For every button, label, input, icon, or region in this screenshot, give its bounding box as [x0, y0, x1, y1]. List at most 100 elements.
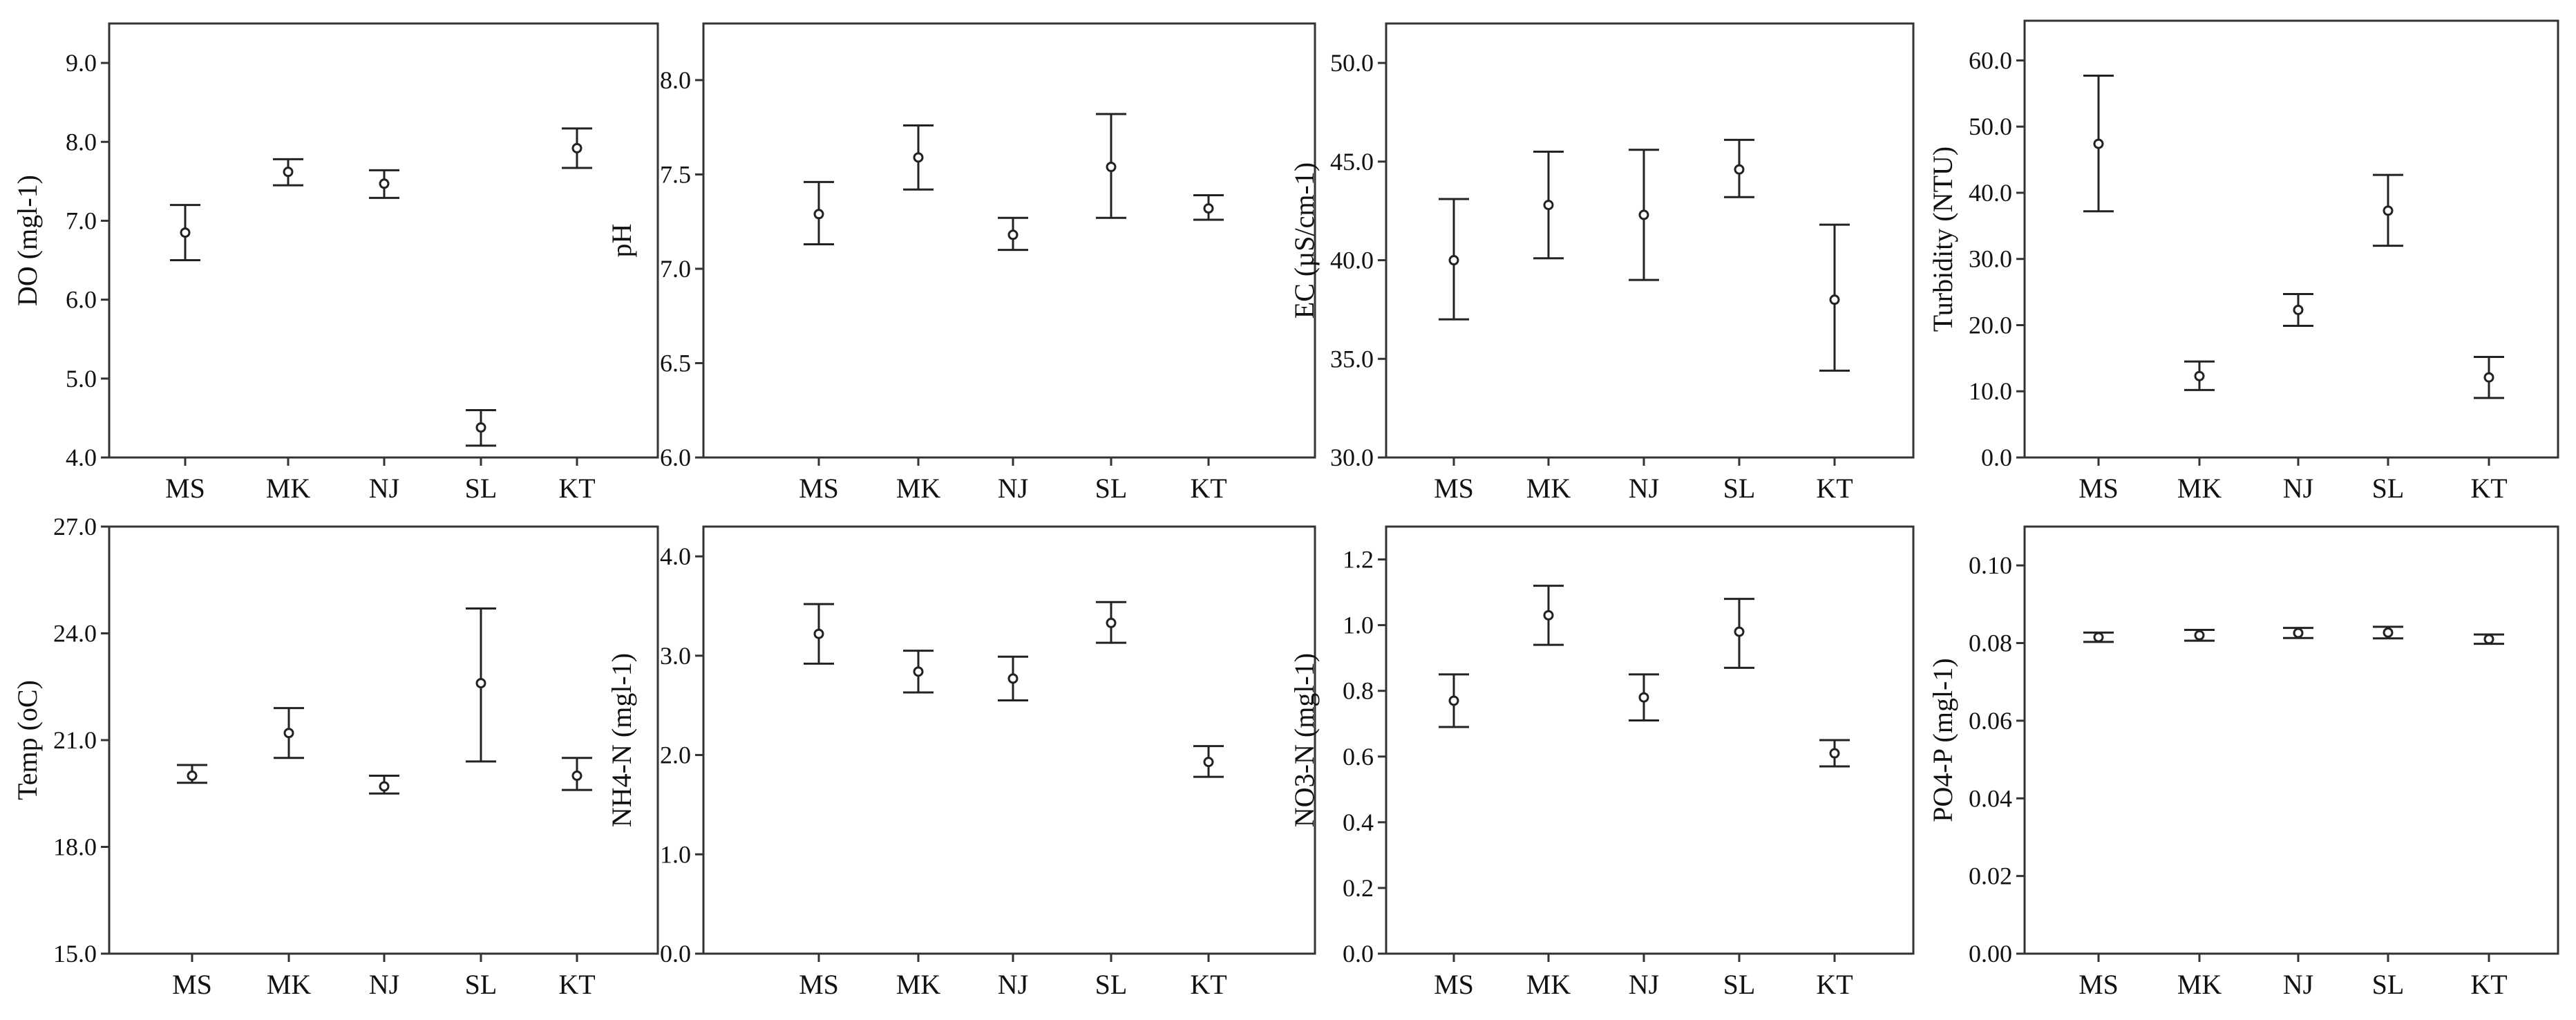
- mean-point: [2093, 138, 2104, 149]
- mean-point: [1638, 692, 1649, 703]
- y-tick-label: 60.0: [1969, 46, 2012, 74]
- chart-panel: 0.0 10.0 20.0 30.0 40.0 50.0 60.0 Turbidity (NT…: [1927, 19, 2559, 504]
- mean-point: [2194, 370, 2205, 381]
- x-tick-label: MS: [165, 473, 205, 504]
- x-tick-label: SL: [2372, 473, 2405, 504]
- mean-point: [283, 167, 294, 178]
- chart-panel: 6.0 6.5 7.0 7.5 8.0 pH MS MK NJ SL KT: [606, 22, 1316, 504]
- x-tick-label: NJ: [998, 473, 1028, 504]
- x-tick-label: NJ: [369, 969, 399, 1000]
- x-tick-label: KT: [1190, 969, 1227, 1000]
- y-tick-label: 4.0: [660, 542, 691, 570]
- y-tick-label: 6.0: [660, 444, 691, 471]
- x-tick-label: SL: [465, 473, 498, 504]
- mean-point: [1007, 673, 1019, 684]
- y-tick-label: 9.0: [66, 49, 97, 77]
- y-tick-label: 0.04: [1969, 784, 2012, 812]
- y-axis-label: NH4-N (mgl-1): [606, 653, 637, 827]
- x-tick-label: MK: [2177, 969, 2222, 1000]
- y-tick-label: 30.0: [1969, 245, 2012, 273]
- plot-frame: [108, 22, 659, 459]
- x-tick-label: NJ: [2283, 473, 2313, 504]
- y-tick-label: 35.0: [1330, 345, 1374, 372]
- y-tick-label: 40.0: [1330, 247, 1374, 274]
- x-tick-label: SL: [1723, 969, 1756, 1000]
- x-tick-label: KT: [558, 473, 595, 504]
- chart-panel: 15.0 18.0 21.0 24.0 27.0 Temp (oC) MS MK NJ SL KT: [12, 513, 659, 1000]
- y-tick-label: 3.0: [660, 642, 691, 670]
- mean-point: [813, 209, 824, 220]
- y-axis-label: PO4-P (mgl-1): [1927, 658, 1958, 822]
- y-axis-label: DO (mgl-1): [12, 175, 43, 306]
- mean-point: [1448, 695, 1459, 706]
- y-tick-label: 0.10: [1969, 551, 2012, 579]
- x-tick-label: KT: [1816, 473, 1853, 504]
- x-tick-label: SL: [465, 969, 498, 1000]
- mean-point: [2383, 627, 2394, 638]
- y-tick-label: 6.0: [66, 286, 97, 314]
- y-tick-label: 21.0: [53, 726, 97, 754]
- mean-point: [2293, 627, 2304, 639]
- mean-point: [1543, 610, 1554, 621]
- mean-point: [1007, 229, 1019, 240]
- x-tick-label: SL: [1723, 473, 1756, 504]
- y-tick-label: 0.2: [1343, 874, 1374, 902]
- x-tick-label: MS: [1434, 473, 1474, 504]
- mean-point: [913, 152, 924, 163]
- x-tick-label: MS: [799, 473, 839, 504]
- y-tick-label: 10.0: [1969, 377, 2012, 405]
- x-tick-label: MS: [172, 969, 212, 1000]
- y-tick-label: 7.0: [660, 255, 691, 283]
- y-tick-label: 7.0: [66, 207, 97, 234]
- y-tick-label: 8.0: [66, 128, 97, 155]
- y-axis-label: Temp (oC): [12, 680, 43, 800]
- x-tick-label: KT: [2470, 473, 2507, 504]
- y-tick-label: 18.0: [53, 833, 97, 861]
- mean-point: [2293, 304, 2304, 315]
- mean-point: [283, 728, 294, 739]
- y-tick-label: 1.0: [1343, 612, 1374, 639]
- mean-point: [1543, 200, 1554, 211]
- y-tick-label: 7.5: [660, 160, 691, 188]
- mean-point: [2483, 634, 2494, 645]
- y-axis-label: NO3-N (mgl-1): [1289, 653, 1320, 827]
- mean-point: [1734, 626, 1745, 637]
- y-tick-label: 0.02: [1969, 862, 2012, 890]
- chart-panel: 0.0 0.2 0.4 0.6 0.8 1.0 1.2 NO3-N (mgl-1) MS MK NJ…: [1289, 525, 1915, 1000]
- y-tick-label: 30.0: [1330, 444, 1374, 471]
- x-tick-label: NJ: [369, 473, 399, 504]
- mean-point: [2194, 630, 2205, 641]
- y-tick-label: 0.06: [1969, 707, 2012, 735]
- x-tick-label: KT: [1816, 969, 1853, 1000]
- x-tick-label: KT: [558, 969, 595, 1000]
- y-tick-label: 2.0: [660, 742, 691, 769]
- y-tick-label: 40.0: [1969, 179, 2012, 207]
- y-tick-label: 0.0: [1343, 940, 1374, 967]
- x-tick-label: KT: [1190, 473, 1227, 504]
- mean-point: [1829, 294, 1840, 305]
- mean-point: [379, 178, 390, 189]
- x-tick-label: MK: [896, 969, 941, 1000]
- mean-point: [1829, 748, 1840, 759]
- y-axis-label: pH: [606, 224, 637, 258]
- x-tick-label: MS: [799, 969, 839, 1000]
- y-tick-label: 0.0: [660, 940, 691, 967]
- plot-frame: [1385, 22, 1915, 459]
- x-tick-label: MK: [267, 969, 312, 1000]
- plot-frame: [1385, 525, 1915, 955]
- chart-panel: 4.0 5.0 6.0 7.0 8.0 9.0 DO (mgl-1) MS MK NJ SL KT: [12, 22, 659, 504]
- y-tick-label: 0.6: [1343, 743, 1374, 771]
- x-tick-label: NJ: [1629, 969, 1659, 1000]
- y-tick-label: 24.0: [53, 620, 97, 648]
- mean-point: [1203, 757, 1214, 768]
- y-tick-label: 45.0: [1330, 148, 1374, 176]
- x-tick-label: MK: [266, 473, 311, 504]
- x-tick-label: MK: [2177, 473, 2222, 504]
- y-tick-label: 0.4: [1343, 809, 1374, 836]
- y-tick-label: 1.0: [660, 840, 691, 868]
- plot-frame: [2023, 525, 2559, 955]
- plot-frame: [2023, 19, 2559, 459]
- chart-panel: 0.0 1.0 2.0 3.0 4.0 NH4-N (mgl-1) MS MK NJ SL KT: [606, 525, 1316, 1000]
- y-tick-label: 8.0: [660, 66, 691, 94]
